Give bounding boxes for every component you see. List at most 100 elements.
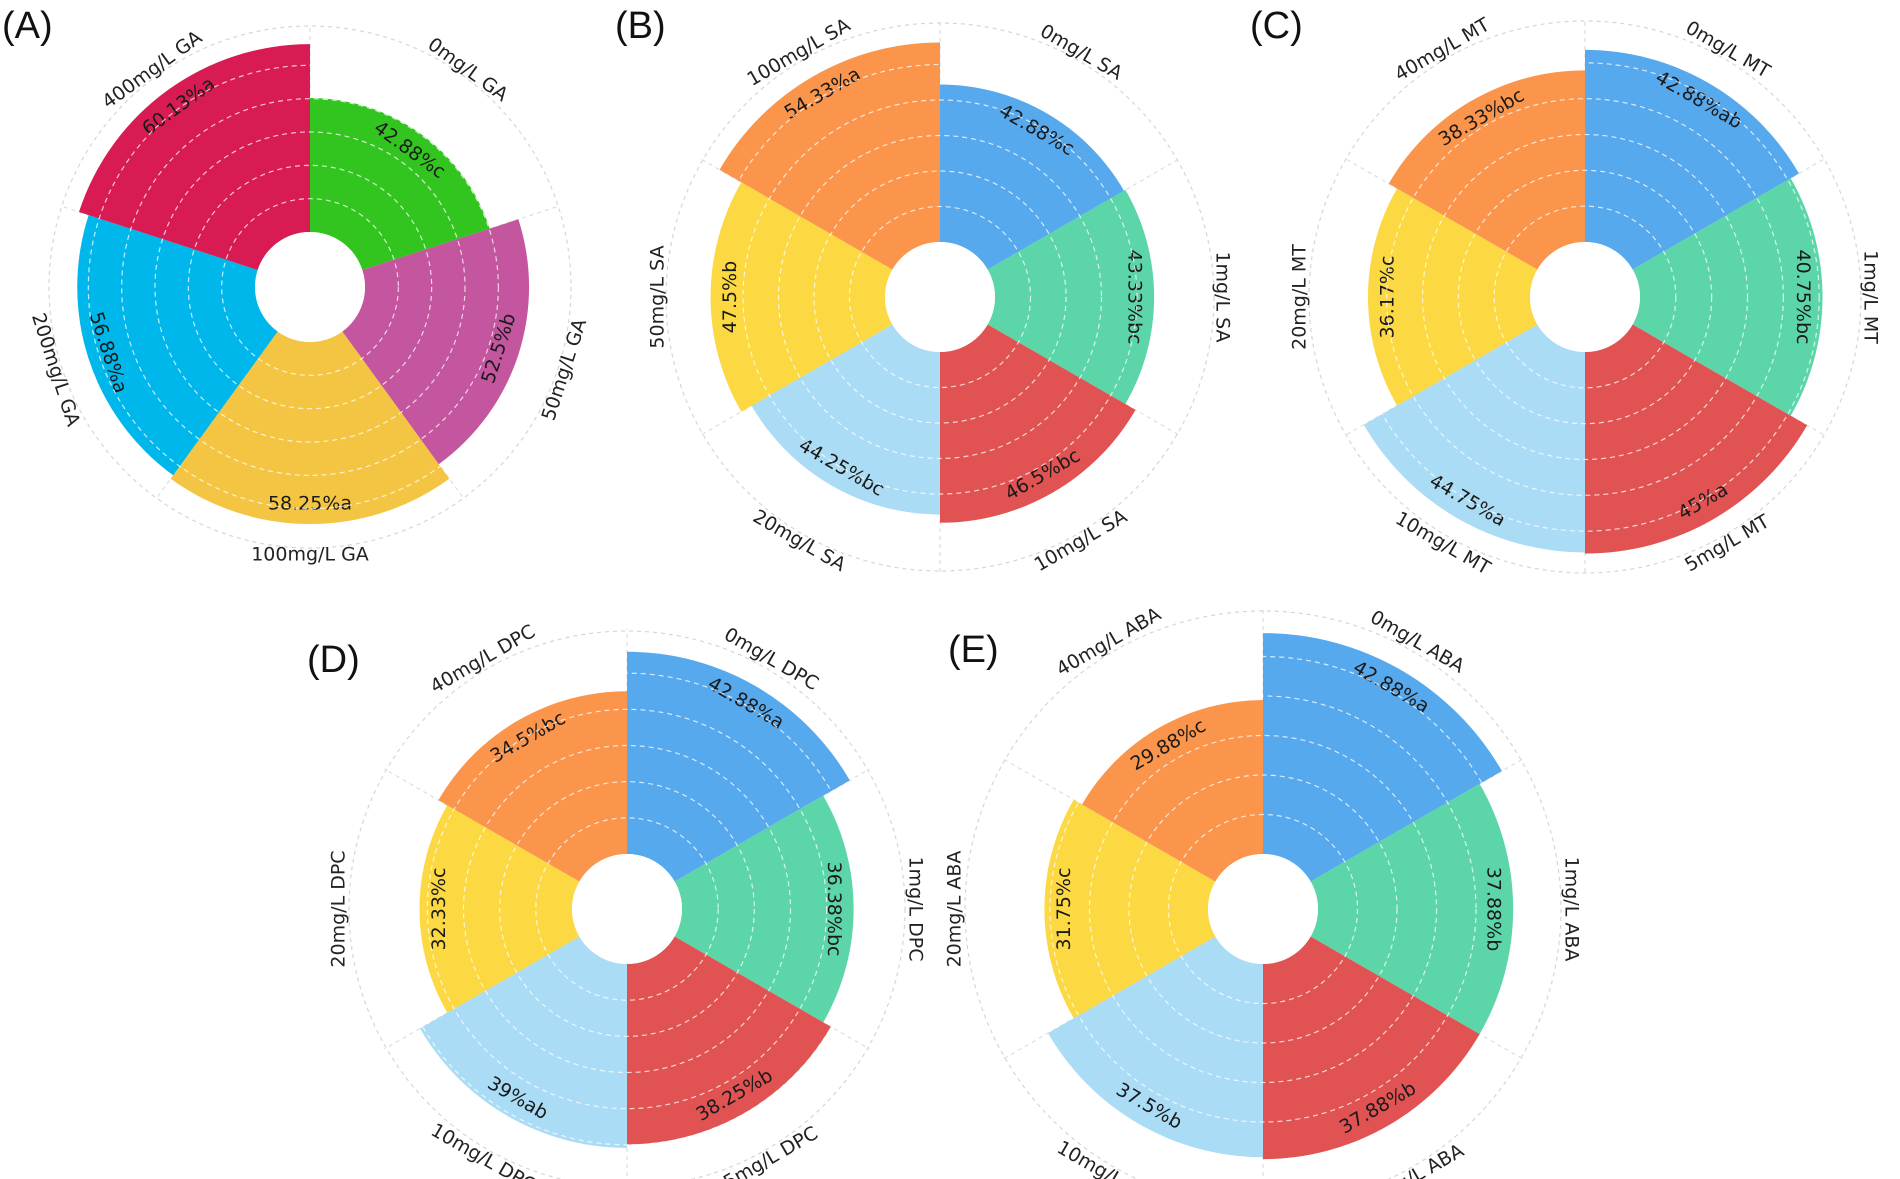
grid-ring — [154, 131, 466, 443]
category-label: 1mg/L ABA — [1561, 857, 1583, 962]
polar-bar — [710, 182, 893, 412]
panel-letter: (B) — [615, 5, 666, 47]
grid-ring — [1167, 813, 1359, 1005]
polar-bar — [170, 331, 450, 525]
grid-ring — [87, 64, 533, 510]
polar-bar — [987, 189, 1155, 405]
category-label: 20mg/L DPC — [328, 850, 350, 967]
sector-divider — [674, 768, 870, 883]
grid-ring — [777, 134, 1103, 460]
value-label: 36.17%c — [1376, 256, 1398, 339]
value-label: 43.33%bc — [1124, 250, 1146, 345]
polar-bar — [1367, 188, 1538, 406]
polar-bar — [1310, 783, 1514, 1035]
value-label: 36.38%bc — [823, 862, 845, 957]
category-label: 200mg/L GA — [27, 310, 84, 429]
category-label: 100mg/L GA — [251, 544, 369, 566]
sector-divider — [987, 158, 1180, 271]
polar-bar — [674, 795, 854, 1023]
category-label: 1mg/L MT — [1860, 250, 1882, 344]
outer-guide-ring — [348, 630, 906, 1179]
category-label: 10mg/L ABA — [1053, 1137, 1165, 1179]
grid-ring — [121, 98, 499, 476]
value-label: 58.25%a — [268, 493, 352, 515]
polar-bar — [438, 691, 627, 882]
category-label: 10mg/L DPC — [427, 1119, 539, 1179]
polar-bar — [940, 84, 1125, 270]
grid-ring — [848, 205, 1032, 389]
value-label: 37.88%b — [1483, 867, 1505, 952]
grid-ring — [706, 63, 1174, 531]
polar-bar — [1363, 324, 1585, 553]
polar-bar — [1585, 49, 1799, 270]
category-label: 0mg/L MT — [1682, 17, 1774, 83]
category-label: 1mg/L SA — [1212, 251, 1234, 342]
grid-ring — [1457, 169, 1713, 425]
panel-letter: (A) — [2, 5, 53, 47]
outer-guide-ring — [1308, 20, 1862, 574]
category-label: 1mg/L DPC — [905, 856, 927, 961]
center-hole — [255, 232, 365, 342]
grid-ring — [1049, 695, 1477, 1123]
polar-bar — [1388, 70, 1585, 270]
grid-ring — [390, 672, 864, 1146]
sector-divider — [1343, 157, 1538, 271]
polar-bar — [77, 215, 278, 476]
grid-ring — [1088, 734, 1438, 1084]
polar-bar — [310, 98, 490, 271]
polar-bar — [627, 651, 850, 882]
polar-bar — [1632, 178, 1823, 416]
category-label: 50mg/L GA — [538, 316, 592, 423]
grid-ring — [499, 781, 755, 1037]
category-label: 40mg/L MT — [1391, 14, 1494, 86]
center-hole — [1208, 854, 1318, 964]
category-label: 20mg/L SA — [749, 505, 849, 576]
grid-ring — [462, 744, 792, 1074]
category-label: 20mg/L ABA — [944, 851, 966, 968]
polar-bar — [342, 219, 530, 465]
grid-ring — [426, 708, 828, 1110]
category-label: 20mg/L MT — [1289, 244, 1311, 350]
panel-letter: (D) — [307, 639, 360, 681]
panel-letter: (E) — [948, 629, 999, 671]
grid-ring — [1493, 205, 1677, 389]
center-hole — [1530, 242, 1640, 352]
outer-guide-ring — [48, 25, 572, 549]
sector-divider — [987, 323, 1180, 436]
polar-bar — [1263, 936, 1480, 1160]
polar-bar — [1585, 324, 1808, 554]
grid-ring — [535, 817, 719, 1001]
panel-letter: (C) — [1250, 5, 1303, 47]
grid-ring — [1009, 655, 1517, 1163]
polar-bar — [751, 324, 940, 515]
grid-ring — [813, 170, 1067, 424]
grid-ring — [1128, 774, 1398, 1044]
category-label: 0mg/L GA — [424, 33, 512, 106]
polar-bar — [940, 324, 1136, 523]
value-label: 47.5%b — [719, 261, 741, 333]
category-label: 10mg/L SA — [1031, 505, 1131, 576]
category-label: 5mg/L DPC — [720, 1122, 822, 1179]
category-label: 0mg/L SA — [1036, 20, 1126, 85]
center-hole — [572, 854, 682, 964]
value-label: 40.75%bc — [1792, 250, 1814, 345]
category-label: 40mg/L DPC — [427, 620, 539, 698]
polar-bar — [1044, 799, 1216, 1019]
value-label: 32.33%c — [428, 868, 450, 951]
polar-bar — [627, 936, 831, 1145]
category-label: 50mg/L SA — [647, 245, 669, 348]
grid-ring — [221, 198, 399, 376]
value-label: 31.75%c — [1053, 868, 1075, 951]
center-hole — [885, 242, 995, 352]
polar-bar — [1263, 633, 1502, 882]
category-label: 40mg/L ABA — [1053, 603, 1165, 680]
polar-bar — [420, 936, 627, 1148]
polar-bar — [719, 42, 940, 270]
polar-bar — [1048, 936, 1263, 1158]
grid-ring — [1350, 62, 1820, 532]
